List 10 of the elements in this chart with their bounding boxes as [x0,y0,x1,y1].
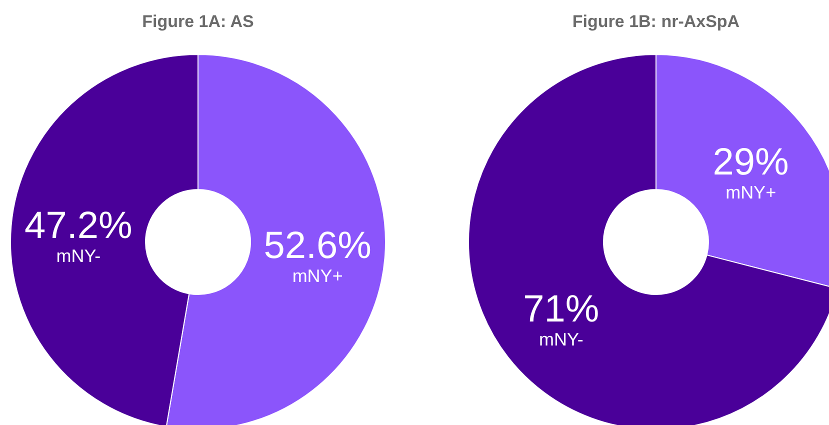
slice-label: mNY- [539,330,584,350]
data-label: 47.2% [24,204,132,247]
slice-label: mNY+ [726,182,776,202]
slice-label: mNY+ [292,266,343,286]
data-label: 52.6% [264,225,372,268]
slice-label: mNY- [56,246,101,266]
data-label: 71% [523,288,600,331]
chart-title: Figure 1A: AS [142,12,254,32]
chart-title: Figure 1B: nr-AxSpA [572,12,740,32]
data-label: 29% [712,141,789,184]
